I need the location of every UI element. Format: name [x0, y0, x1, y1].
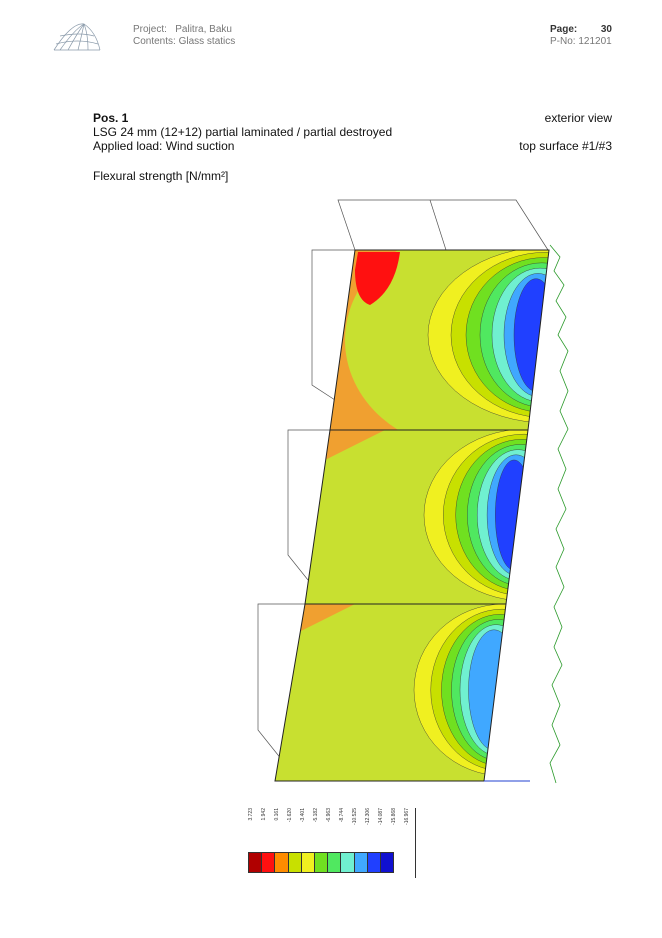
contents-label: Contents: — [133, 36, 176, 47]
legend-label: -15.868 — [391, 808, 397, 825]
legend-swatch — [341, 853, 355, 872]
quantity-label: Flexural strength [N/mm²] — [93, 169, 229, 183]
legend-label: -10.525 — [352, 808, 358, 825]
project-info: Project: Palitra, Baku Contents: Glass s… — [133, 24, 235, 48]
pno-label: P-No: — [550, 36, 576, 47]
position-title: Pos. 1 — [93, 111, 129, 125]
glass-spec: LSG 24 mm (12+12) partial laminated / pa… — [93, 125, 393, 139]
legend-label: -12.306 — [365, 808, 371, 825]
legend-swatch — [328, 853, 342, 872]
legend-swatch — [262, 853, 276, 872]
project-value: Palitra, Baku — [175, 24, 232, 35]
page-number: 30 — [600, 24, 612, 35]
glass-panel-2 — [305, 430, 528, 604]
legend-swatch — [380, 853, 394, 872]
surface-label: top surface #1/#3 — [519, 139, 612, 153]
legend-labels: 3.723 1.942 0.161 -1.620 -3.401 -5.182 -6.963 -… — [218, 808, 410, 848]
legend-swatch — [249, 853, 263, 872]
color-legend-bar — [248, 852, 394, 873]
company-logo — [53, 23, 101, 51]
project-label: Project: — [133, 24, 167, 35]
view-label: exterior view — [544, 111, 612, 125]
legend-label: -6.963 — [326, 808, 332, 823]
page-info: Page: 30 P-No: 121201 — [550, 24, 612, 48]
glass-panel-3 — [275, 604, 506, 781]
legend-label: -8.744 — [339, 808, 345, 823]
legend-swatch — [301, 853, 315, 872]
legend-swatch — [275, 853, 289, 872]
glass-panel-1 — [330, 250, 549, 430]
wireframe-supports — [257, 199, 549, 761]
legend-label: -14.087 — [378, 808, 384, 825]
legend-swatch — [314, 853, 329, 872]
legend-label: 1.942 — [261, 808, 267, 821]
legend-label: -16.967 — [404, 808, 410, 825]
legend-swatch — [288, 853, 302, 872]
stress-contour-plot — [257, 199, 569, 784]
legend-swatch — [367, 853, 381, 872]
legend-swatch — [354, 853, 368, 872]
legend-label: -3.401 — [300, 808, 306, 823]
edge-supports — [549, 244, 569, 784]
legend-label: 0.161 — [274, 808, 280, 821]
legend-divider — [415, 808, 416, 878]
legend-label: -1.620 — [287, 808, 293, 823]
legend-label: -5.182 — [313, 808, 319, 823]
page-label: Page: — [550, 24, 578, 35]
pno-value: 121201 — [578, 36, 612, 47]
legend-label: 3.723 — [248, 808, 254, 821]
contents-value: Glass statics — [178, 36, 236, 47]
applied-load: Applied load: Wind suction — [93, 139, 235, 153]
